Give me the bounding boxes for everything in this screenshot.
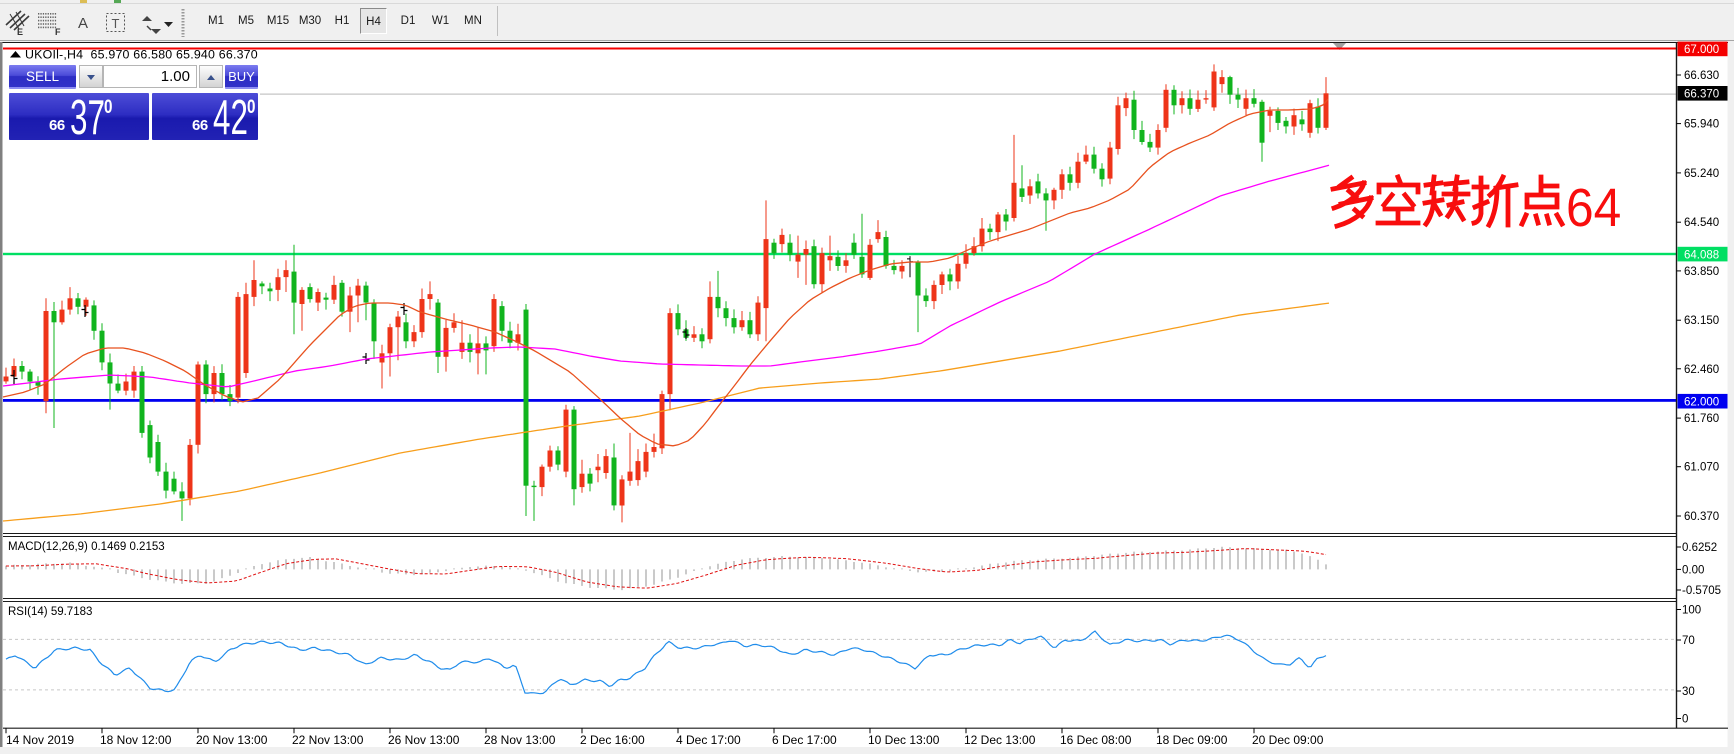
- svg-text:64.088: 64.088: [1684, 249, 1719, 261]
- svg-text:E: E: [17, 27, 23, 37]
- svg-text:0.00: 0.00: [1682, 564, 1704, 576]
- svg-text:100: 100: [1682, 605, 1701, 617]
- svg-text:67.000: 67.000: [1684, 44, 1719, 56]
- svg-text:18 Nov 12:00: 18 Nov 12:00: [100, 733, 172, 747]
- svg-text:UKOIl-,H4 65.970 66.580 65.94: UKOIl-,H4 65.970 66.580 65.940 66.370: [25, 48, 258, 62]
- svg-text:A: A: [78, 15, 88, 32]
- svg-text:63.850: 63.850: [1684, 266, 1719, 278]
- svg-text:10 Dec 13:00: 10 Dec 13:00: [868, 733, 940, 747]
- svg-text:16 Dec 08:00: 16 Dec 08:00: [1060, 733, 1132, 747]
- svg-text:20 Nov 13:00: 20 Nov 13:00: [196, 733, 268, 747]
- svg-text:-0.5705: -0.5705: [1682, 585, 1721, 597]
- svg-text:RSI(14) 59.7183: RSI(14) 59.7183: [8, 606, 92, 618]
- svg-text:60.370: 60.370: [1684, 511, 1719, 523]
- svg-text:F: F: [55, 27, 61, 37]
- svg-text:61.070: 61.070: [1684, 462, 1719, 474]
- svg-text:4 Dec 17:00: 4 Dec 17:00: [676, 733, 741, 747]
- svg-text:62.000: 62.000: [1684, 396, 1719, 408]
- svg-text:T: T: [112, 16, 120, 31]
- svg-text:66.370: 66.370: [1684, 89, 1719, 101]
- svg-text:30: 30: [1682, 686, 1695, 698]
- svg-text:61.760: 61.760: [1684, 413, 1719, 425]
- svg-text:2 Dec 16:00: 2 Dec 16:00: [580, 733, 645, 747]
- svg-text:65.940: 65.940: [1684, 119, 1719, 131]
- svg-text:0: 0: [1682, 714, 1688, 726]
- svg-text:65.240: 65.240: [1684, 168, 1719, 180]
- svg-text:64: 64: [1566, 177, 1621, 237]
- svg-text:14 Nov 2019: 14 Nov 2019: [6, 733, 74, 747]
- svg-text:22 Nov 13:00: 22 Nov 13:00: [292, 733, 364, 747]
- svg-text:0.6252: 0.6252: [1682, 542, 1717, 554]
- svg-text:70: 70: [1682, 635, 1695, 647]
- svg-text:12 Dec 13:00: 12 Dec 13:00: [964, 733, 1036, 747]
- svg-text:64.540: 64.540: [1684, 217, 1719, 229]
- svg-text:6 Dec 17:00: 6 Dec 17:00: [772, 733, 837, 747]
- svg-text:18 Dec 09:00: 18 Dec 09:00: [1156, 733, 1228, 747]
- svg-text:MACD(12,26,9) 0.1469 0.2153: MACD(12,26,9) 0.1469 0.2153: [8, 541, 165, 553]
- svg-text:66.630: 66.630: [1684, 70, 1719, 82]
- svg-text:28 Nov 13:00: 28 Nov 13:00: [484, 733, 556, 747]
- svg-text:26 Nov 13:00: 26 Nov 13:00: [388, 733, 460, 747]
- svg-text:62.460: 62.460: [1684, 364, 1719, 376]
- svg-text:63.150: 63.150: [1684, 315, 1719, 327]
- svg-text:20 Dec 09:00: 20 Dec 09:00: [1252, 733, 1324, 747]
